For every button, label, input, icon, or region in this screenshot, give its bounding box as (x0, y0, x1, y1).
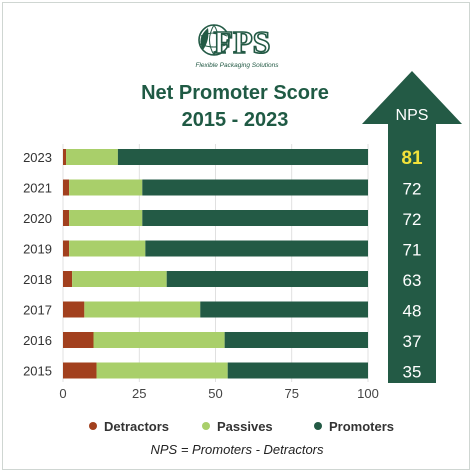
bar-promoters-2023 (117, 149, 369, 165)
y-tick-label: 2016 (23, 333, 52, 348)
bar-passives-2016 (93, 332, 225, 348)
x-tick-label: 75 (285, 386, 299, 401)
legend-marker-passives (202, 422, 210, 430)
bars (63, 149, 369, 379)
bar-passives-2020 (69, 210, 143, 226)
chart-subtitle: 2015 - 2023 (182, 109, 289, 131)
nps-value: 71 (403, 241, 422, 260)
nps-value: 72 (403, 180, 422, 199)
footnote: NPS = Promoters - Detractors (150, 442, 324, 457)
legend: Detractors Passives Promoters (89, 419, 394, 434)
bar-promoters-2018 (166, 271, 368, 287)
nps-value: 37 (403, 332, 422, 351)
legend-label-detractors: Detractors (104, 419, 169, 434)
bar-promoters-2017 (200, 301, 368, 318)
bar-detractors-2018 (63, 271, 73, 287)
y-tick-label: 2017 (23, 303, 52, 318)
x-tick-label: 25 (132, 386, 146, 401)
legend-marker-detractors (89, 422, 97, 430)
x-tick-label: 50 (208, 386, 222, 401)
y-tick-label: 2023 (23, 150, 52, 165)
leaf-icon (200, 28, 209, 50)
y-tick-label: 2019 (23, 242, 52, 257)
x-tick-label: 0 (59, 386, 66, 401)
bar-passives-2018 (72, 271, 167, 287)
nps-value: 81 (401, 148, 423, 169)
bar-passives-2015 (96, 362, 228, 379)
nps-value: 63 (403, 271, 422, 290)
bar-promoters-2016 (224, 332, 368, 348)
bar-promoters-2019 (145, 240, 368, 257)
x-tick-label: 100 (357, 386, 379, 401)
bar-detractors-2015 (63, 362, 97, 379)
bar-detractors-2021 (63, 179, 70, 196)
y-axis-labels: 2023 2021 2020 2019 2018 2017 2016 2015 (23, 150, 52, 379)
bar-detractors-2017 (63, 301, 85, 318)
bar-detractors-2020 (63, 210, 70, 226)
y-tick-label: 2021 (23, 181, 52, 196)
logo-tagline: Flexible Packaging Solutions (195, 62, 279, 69)
chart-title: Net Promoter Score (141, 82, 329, 104)
nps-value: 48 (403, 302, 422, 321)
legend-label-promoters: Promoters (329, 419, 394, 434)
nps-value: 35 (403, 363, 422, 382)
bar-passives-2017 (84, 301, 201, 318)
logo-mark: FPS (214, 24, 271, 60)
bar-detractors-2019 (63, 240, 70, 257)
x-axis-ticks: 0 25 50 75 100 (59, 386, 378, 401)
company-logo: FPS Flexible Packaging Solutions (195, 23, 279, 69)
y-tick-label: 2020 (23, 211, 52, 226)
nps-arrow (362, 71, 462, 383)
y-tick-label: 2015 (23, 364, 52, 379)
nps-value: 72 (403, 210, 422, 229)
bar-passives-2019 (69, 240, 146, 257)
legend-label-passives: Passives (217, 419, 273, 434)
nps-values: 81 72 72 71 63 48 37 35 (401, 148, 423, 382)
y-tick-label: 2018 (23, 272, 52, 287)
legend-marker-promoters (314, 422, 322, 430)
bar-promoters-2015 (227, 362, 368, 379)
bar-passives-2021 (69, 179, 143, 196)
globe-lines-icon (199, 24, 229, 56)
bar-promoters-2020 (142, 210, 368, 226)
bar-detractors-2016 (63, 332, 94, 348)
bar-detractors-2023 (63, 149, 67, 165)
bar-passives-2023 (66, 149, 118, 165)
bar-promoters-2021 (142, 179, 368, 196)
nps-header: NPS (396, 107, 429, 124)
